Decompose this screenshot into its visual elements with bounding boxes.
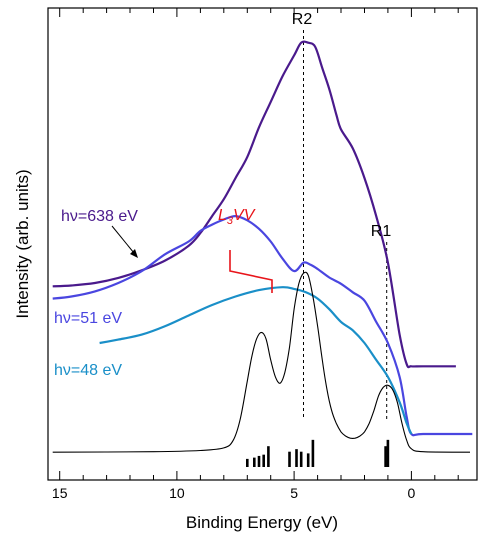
label-l3vv: L3VV xyxy=(218,207,256,227)
l3vv-sub: 3 xyxy=(227,215,234,227)
y-axis-title: Intensity (arb. units) xyxy=(13,169,32,318)
axis-ticks xyxy=(59,8,459,480)
x-tick-label: 5 xyxy=(290,485,298,501)
series-line-1 xyxy=(52,40,456,369)
x-tick-labels: 15 10 5 0 xyxy=(52,485,416,501)
label-638ev: hν=638 eV xyxy=(61,208,138,225)
l3vv-main: L xyxy=(218,207,227,224)
series-line-3 xyxy=(99,286,413,435)
label-51ev: hν=51 eV xyxy=(54,310,122,327)
series-line-4 xyxy=(52,271,471,453)
x-axis-title: Binding Energy (eV) xyxy=(186,513,338,532)
label-r2: R2 xyxy=(292,11,313,28)
series-group xyxy=(52,40,473,453)
label-48ev: hν=48 eV xyxy=(54,362,122,379)
plot-frame xyxy=(47,7,478,481)
arrow-638ev-line xyxy=(111,225,135,254)
x-tick-label: 0 xyxy=(408,485,416,501)
x-tick-label: 15 xyxy=(52,485,68,501)
l3vv-bracket xyxy=(229,250,273,293)
arrow-638ev-head xyxy=(130,249,138,258)
l3vv-tail: VV xyxy=(233,207,256,224)
stick-spectrum xyxy=(246,439,390,467)
reference-lines xyxy=(303,30,388,420)
series-line-2 xyxy=(52,215,473,437)
label-r1: R1 xyxy=(371,223,392,240)
x-tick-label: 10 xyxy=(169,485,185,501)
